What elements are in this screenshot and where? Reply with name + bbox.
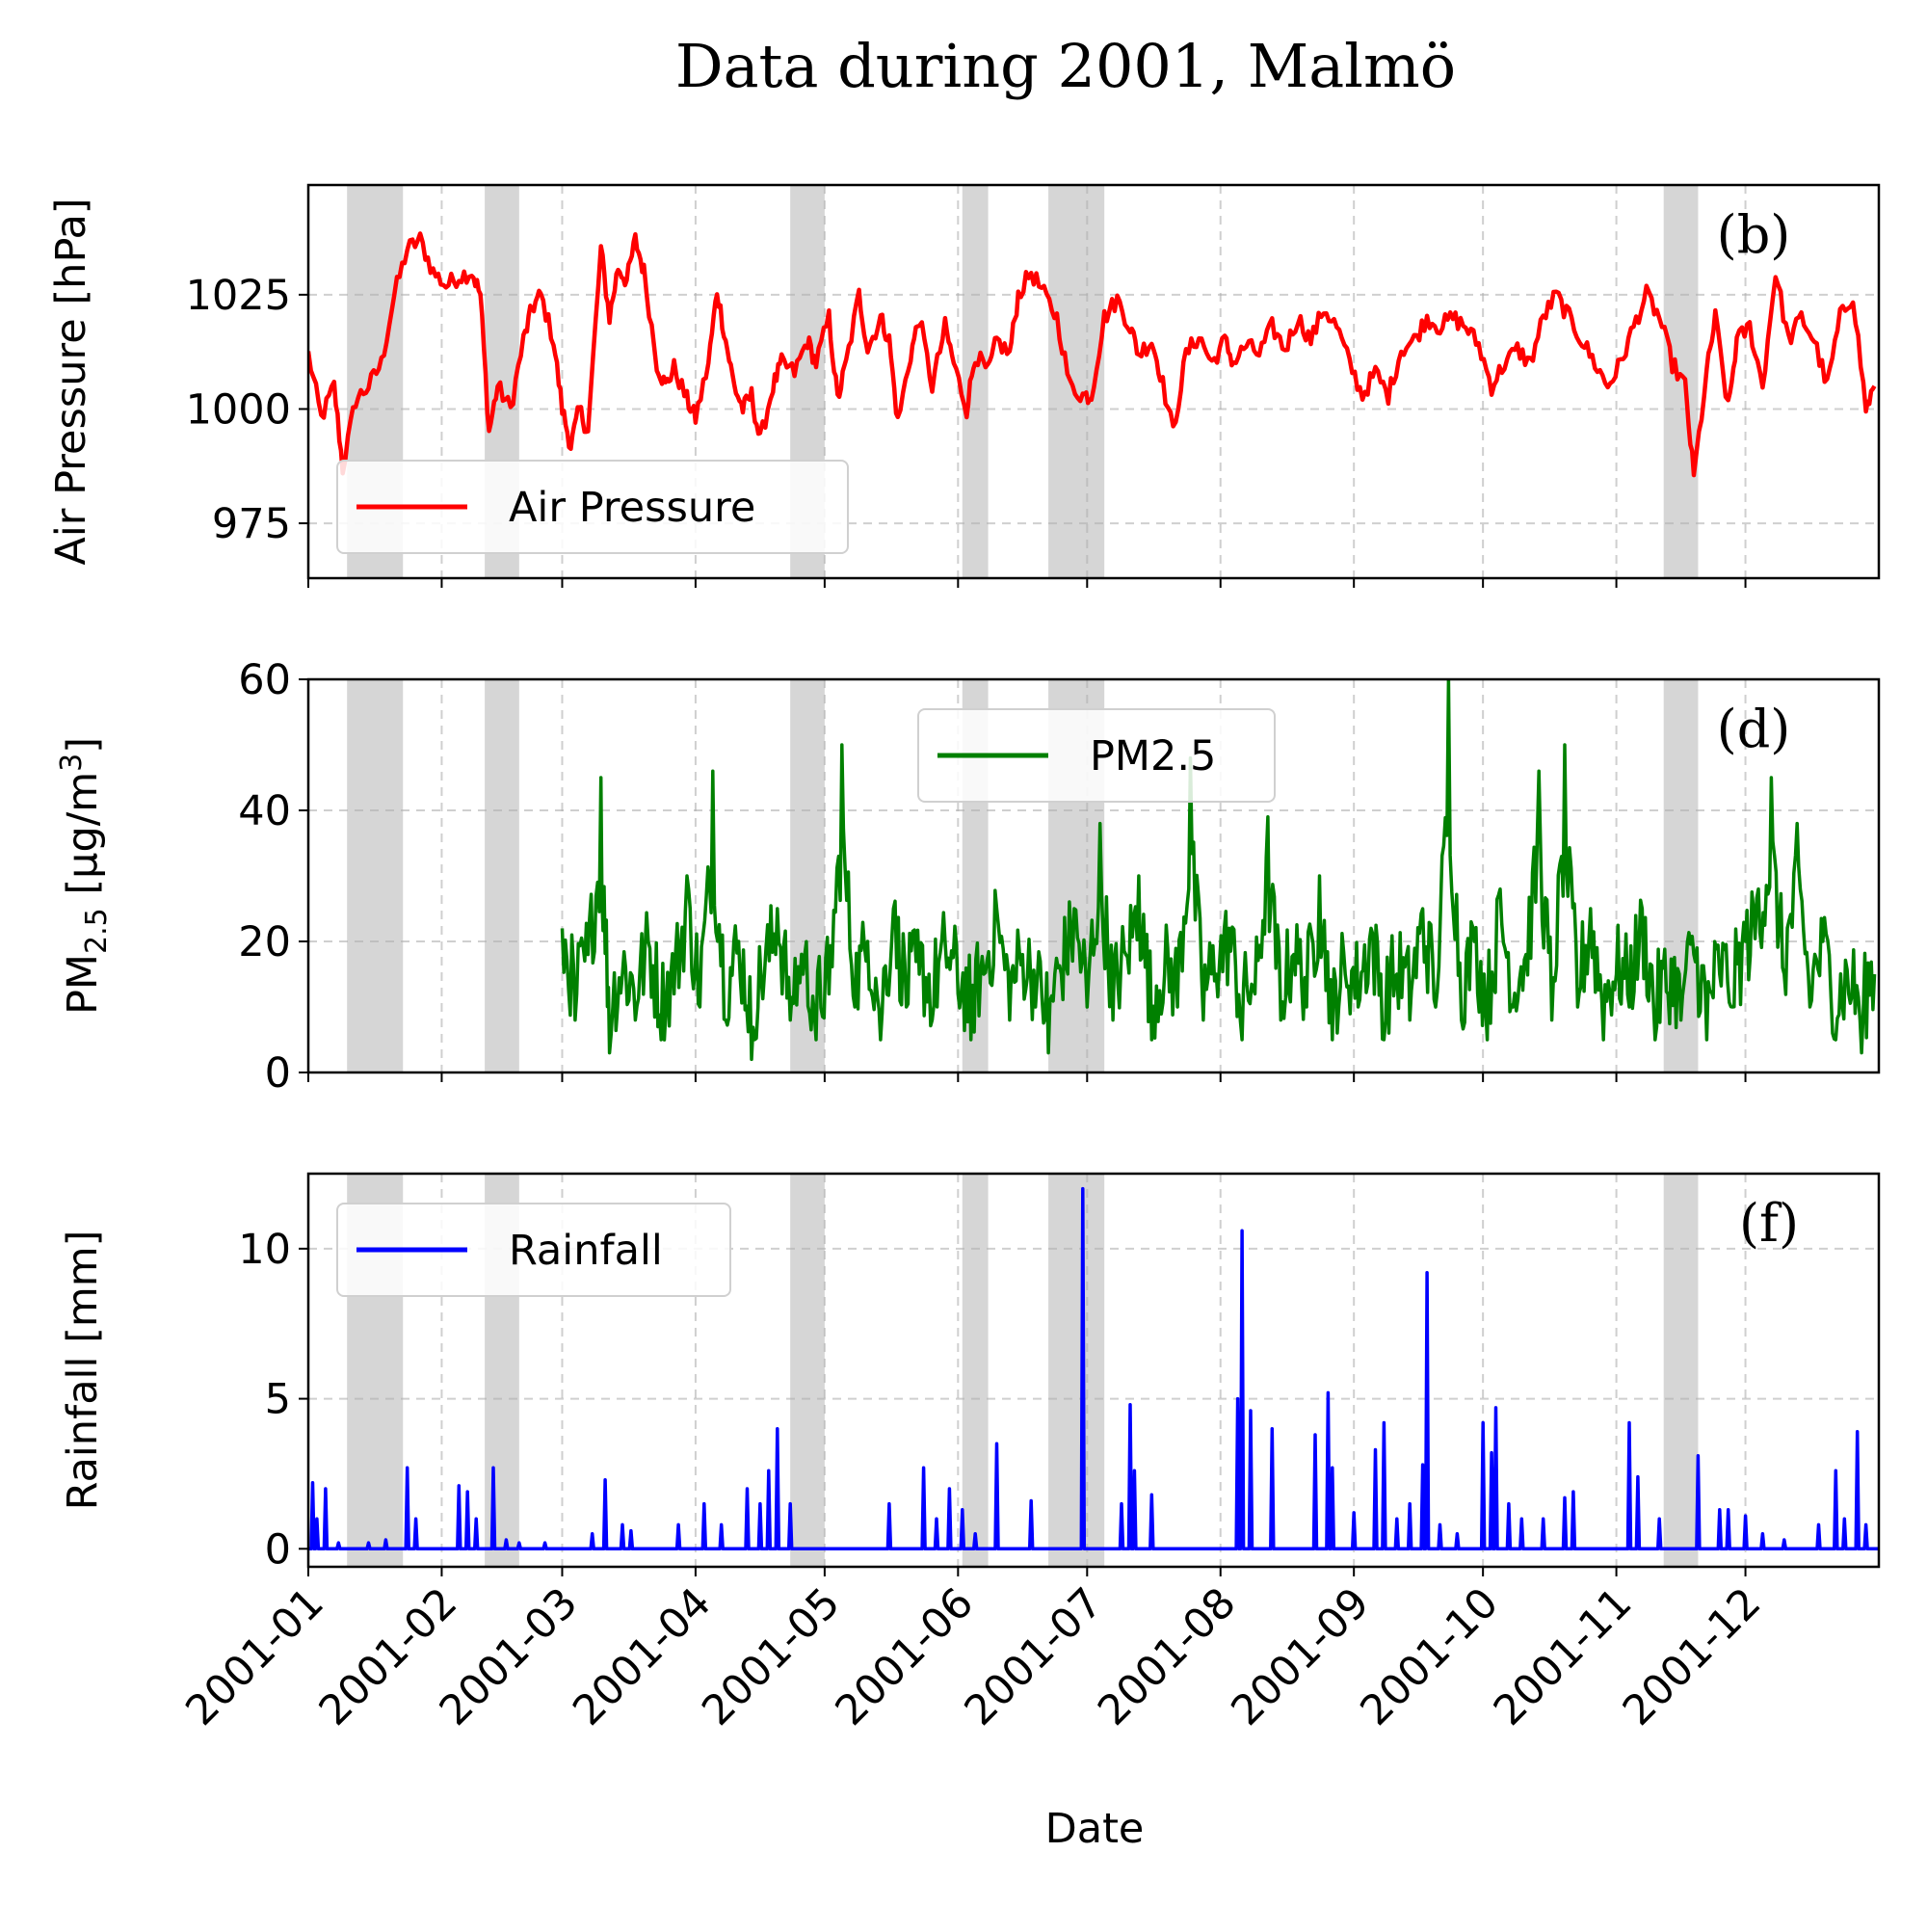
x-tick-label: 2001-04 — [564, 1578, 720, 1734]
shaded-period — [962, 185, 989, 578]
shaded-period — [347, 679, 404, 1072]
axes-frame — [306, 677, 1881, 1074]
axes-frame — [306, 1172, 1881, 1569]
series-line — [308, 231, 1877, 478]
x-axis-label: Date — [1045, 1805, 1145, 1853]
x-tick-label: 2001-05 — [693, 1578, 849, 1734]
legend: Rainfall — [336, 1203, 731, 1297]
y-axis-label: PM2.5 [µg/m3] — [55, 737, 114, 1015]
y-tick-label: 40 — [238, 787, 291, 835]
panel-1: 975 1000 1025 Air Pressure [hPa] (b) Air Pres… — [47, 183, 1881, 588]
y-tick-label: 60 — [238, 656, 291, 704]
legend: Air Pressure — [336, 460, 849, 554]
x-tick-label: 2001-12 — [1614, 1578, 1770, 1734]
y-tick-label: 0 — [265, 1049, 291, 1098]
legend: PM2.5 — [917, 708, 1276, 803]
legend-box — [917, 708, 1276, 803]
y-axis-label: Rainfall [mm] — [59, 1231, 107, 1511]
figure-title: Data during 2001, Malmö — [675, 31, 1456, 101]
legend-label: Rainfall — [509, 1227, 663, 1275]
x-tick-label: 2001-10 — [1352, 1578, 1508, 1734]
y-tick-label: 5 — [265, 1376, 291, 1424]
x-tick-label: 2001-01 — [176, 1578, 332, 1734]
x-tick-label: 2001-11 — [1485, 1578, 1641, 1734]
x-tick-label: 2001-07 — [956, 1578, 1112, 1734]
shaded-period — [1048, 1174, 1105, 1567]
shaded-period — [962, 1174, 989, 1567]
legend-box — [336, 1203, 731, 1297]
x-tick-label: 2001-09 — [1223, 1578, 1379, 1734]
x-tick-label: 2001-08 — [1089, 1578, 1245, 1734]
series-line — [308, 1186, 1879, 1551]
shaded-period — [485, 679, 519, 1072]
legend-label: Air Pressure — [509, 484, 755, 532]
x-tick-label: 2001-06 — [827, 1578, 983, 1734]
panel-tag: (b) — [1717, 204, 1791, 265]
shaded-period — [1663, 185, 1699, 578]
y-tick-label: 0 — [265, 1525, 291, 1574]
panel-tag: (d) — [1717, 699, 1791, 759]
y-axis-label: Air Pressure [hPa] — [47, 198, 95, 565]
shaded-period — [790, 679, 825, 1072]
axes-frame — [306, 183, 1881, 580]
y-tick-label: 20 — [238, 918, 291, 966]
series-line — [560, 679, 1877, 1062]
y-tick-label: 1025 — [186, 272, 291, 320]
legend-box — [336, 460, 849, 554]
y-tick-label: 975 — [212, 500, 291, 548]
y-tick-label: 1000 — [186, 385, 291, 434]
panel-3: 0 5 10 Rainfall [mm] (f) Rainfall 2001-01 2001-… — [59, 1172, 1881, 1735]
legend-label: PM2.5 — [1090, 732, 1216, 781]
y-tick-label: 10 — [238, 1226, 291, 1274]
shaded-period — [790, 1174, 825, 1567]
panel-tag: (f) — [1739, 1193, 1799, 1254]
panel-2: 0 20 40 60 PM2.5 [µg/m3] (d) PM2.5 — [55, 656, 1881, 1098]
shaded-period — [1663, 1174, 1699, 1567]
